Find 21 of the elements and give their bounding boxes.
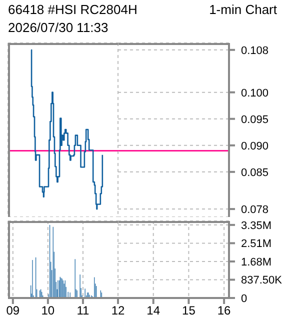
x-tick-label: 12 [111,304,125,318]
text: 2026/07/30 11:33 [8,20,108,35]
y-tick-label: 0.095 [241,114,269,126]
y-tick-label: 837.50K [241,274,283,287]
y-tick-label: 0.100 [241,87,269,100]
x-tick-label: 15 [182,304,196,318]
x-tick-label: 11 [76,304,90,318]
y-tick-label: 1.68M [241,256,272,268]
y-tick-label: 0.078 [241,204,269,216]
x-tick-label: 10 [41,304,55,318]
y-tick-label: 2.51M [241,238,272,250]
x-tick-label: 09 [6,304,20,318]
x-tick-label: 14 [146,304,160,318]
chart-title: 66418 #HSI RC2804H [8,2,138,17]
y-tick-label: 0.085 [241,166,269,179]
y-tick-label: 0.090 [241,140,269,152]
x-tick-label: 16 [217,304,232,318]
y-tick-label: 3.35M [241,220,272,232]
y-tick-label: 0 [241,293,248,305]
y-tick-label: 0.108 [241,44,269,57]
chart-title: 1-min Chart [209,2,277,17]
